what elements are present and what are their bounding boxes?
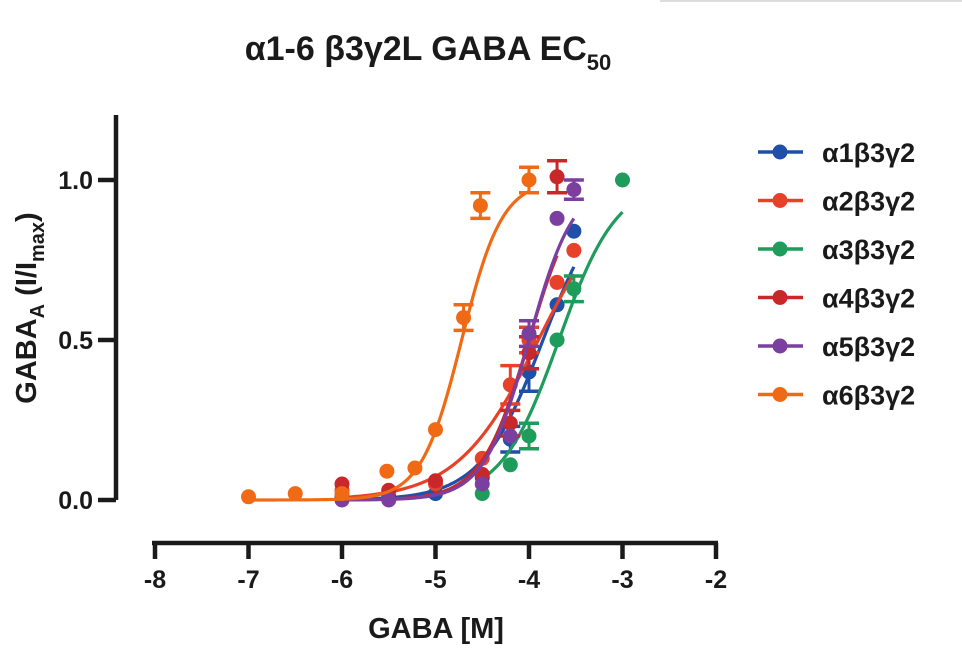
chart-title: α1-6 β3γ2L GABA EC50 — [245, 30, 612, 75]
data-point — [287, 486, 303, 502]
data-point — [502, 415, 518, 431]
x-tick-label: -8 — [144, 566, 166, 594]
x-tick-label: -4 — [518, 566, 540, 594]
legend-label: α6β3γ2 — [822, 381, 915, 411]
series-group — [474, 172, 630, 502]
legend-marker — [772, 290, 788, 305]
legend-label: α5β3γ2 — [822, 332, 915, 362]
data-point — [334, 486, 350, 502]
legend-item: α3β3γ2 — [758, 235, 915, 265]
x-tick-label: -6 — [331, 566, 353, 594]
data-point — [615, 172, 630, 188]
data-point — [502, 457, 518, 473]
data-point — [428, 422, 443, 438]
data-point — [456, 310, 472, 326]
y-tick-label: 1.0 — [58, 167, 93, 195]
series-layer — [241, 159, 630, 508]
legend-item: α6β3γ2 — [758, 381, 915, 411]
data-point — [407, 460, 423, 476]
x-tick-label: -5 — [424, 566, 446, 594]
series-group — [241, 165, 539, 505]
x-tick-label: -7 — [237, 566, 259, 594]
data-point — [549, 169, 565, 185]
legend-marker — [772, 193, 788, 208]
data-point — [472, 198, 488, 214]
legend-label: α1β3γ2 — [822, 138, 915, 168]
data-point — [549, 332, 565, 348]
data-point — [566, 182, 582, 198]
legend-item: α5β3γ2 — [758, 332, 915, 362]
data-point — [428, 473, 443, 489]
x-tick-label: -2 — [705, 566, 727, 594]
legend-item: α2β3γ2 — [758, 187, 915, 217]
legend: α1β3γ2 α2β3γ2 α3β3γ2 α4β3γ2 α5β3γ2 α6β3γ2 — [758, 138, 915, 411]
legend-item: α4β3γ2 — [758, 284, 915, 314]
series-group — [334, 242, 582, 500]
series-group — [334, 178, 584, 508]
legend-marker — [772, 241, 788, 257]
y-ticks: 0.0 0.5 1.0 — [58, 167, 116, 515]
legend-marker — [772, 338, 788, 354]
legend-marker — [772, 144, 788, 160]
legend-marker — [772, 387, 788, 402]
y-axis-label: GABAA (I/Imax) — [11, 212, 49, 403]
data-point — [566, 242, 582, 258]
data-point — [241, 489, 256, 505]
legend-label: α2β3γ2 — [822, 187, 915, 217]
fit-curve — [481, 211, 624, 481]
data-point — [549, 210, 565, 226]
data-point — [521, 172, 537, 188]
x-tick-label: -3 — [611, 566, 633, 594]
axes: 0.0 0.5 1.0 -8 -7 -6 -5 -4 -3 -2 — [58, 115, 727, 594]
data-point — [379, 463, 395, 479]
x-axis-label: GABA [M] — [368, 613, 504, 645]
data-point — [502, 428, 518, 444]
legend-label: α4β3γ2 — [822, 284, 915, 314]
data-point — [474, 476, 490, 492]
data-point — [566, 281, 582, 297]
fit-curve — [341, 217, 576, 502]
x-ticks: -8 -7 -6 -5 -4 -3 -2 — [144, 543, 727, 594]
data-point — [549, 274, 565, 290]
y-tick-label: 0.5 — [58, 327, 93, 355]
data-point — [521, 428, 537, 444]
legend-label: α3β3γ2 — [822, 235, 915, 265]
data-point — [381, 492, 397, 508]
legend-item: α1β3γ2 — [758, 138, 915, 168]
data-point — [521, 326, 537, 342]
y-tick-label: 0.0 — [58, 487, 93, 515]
